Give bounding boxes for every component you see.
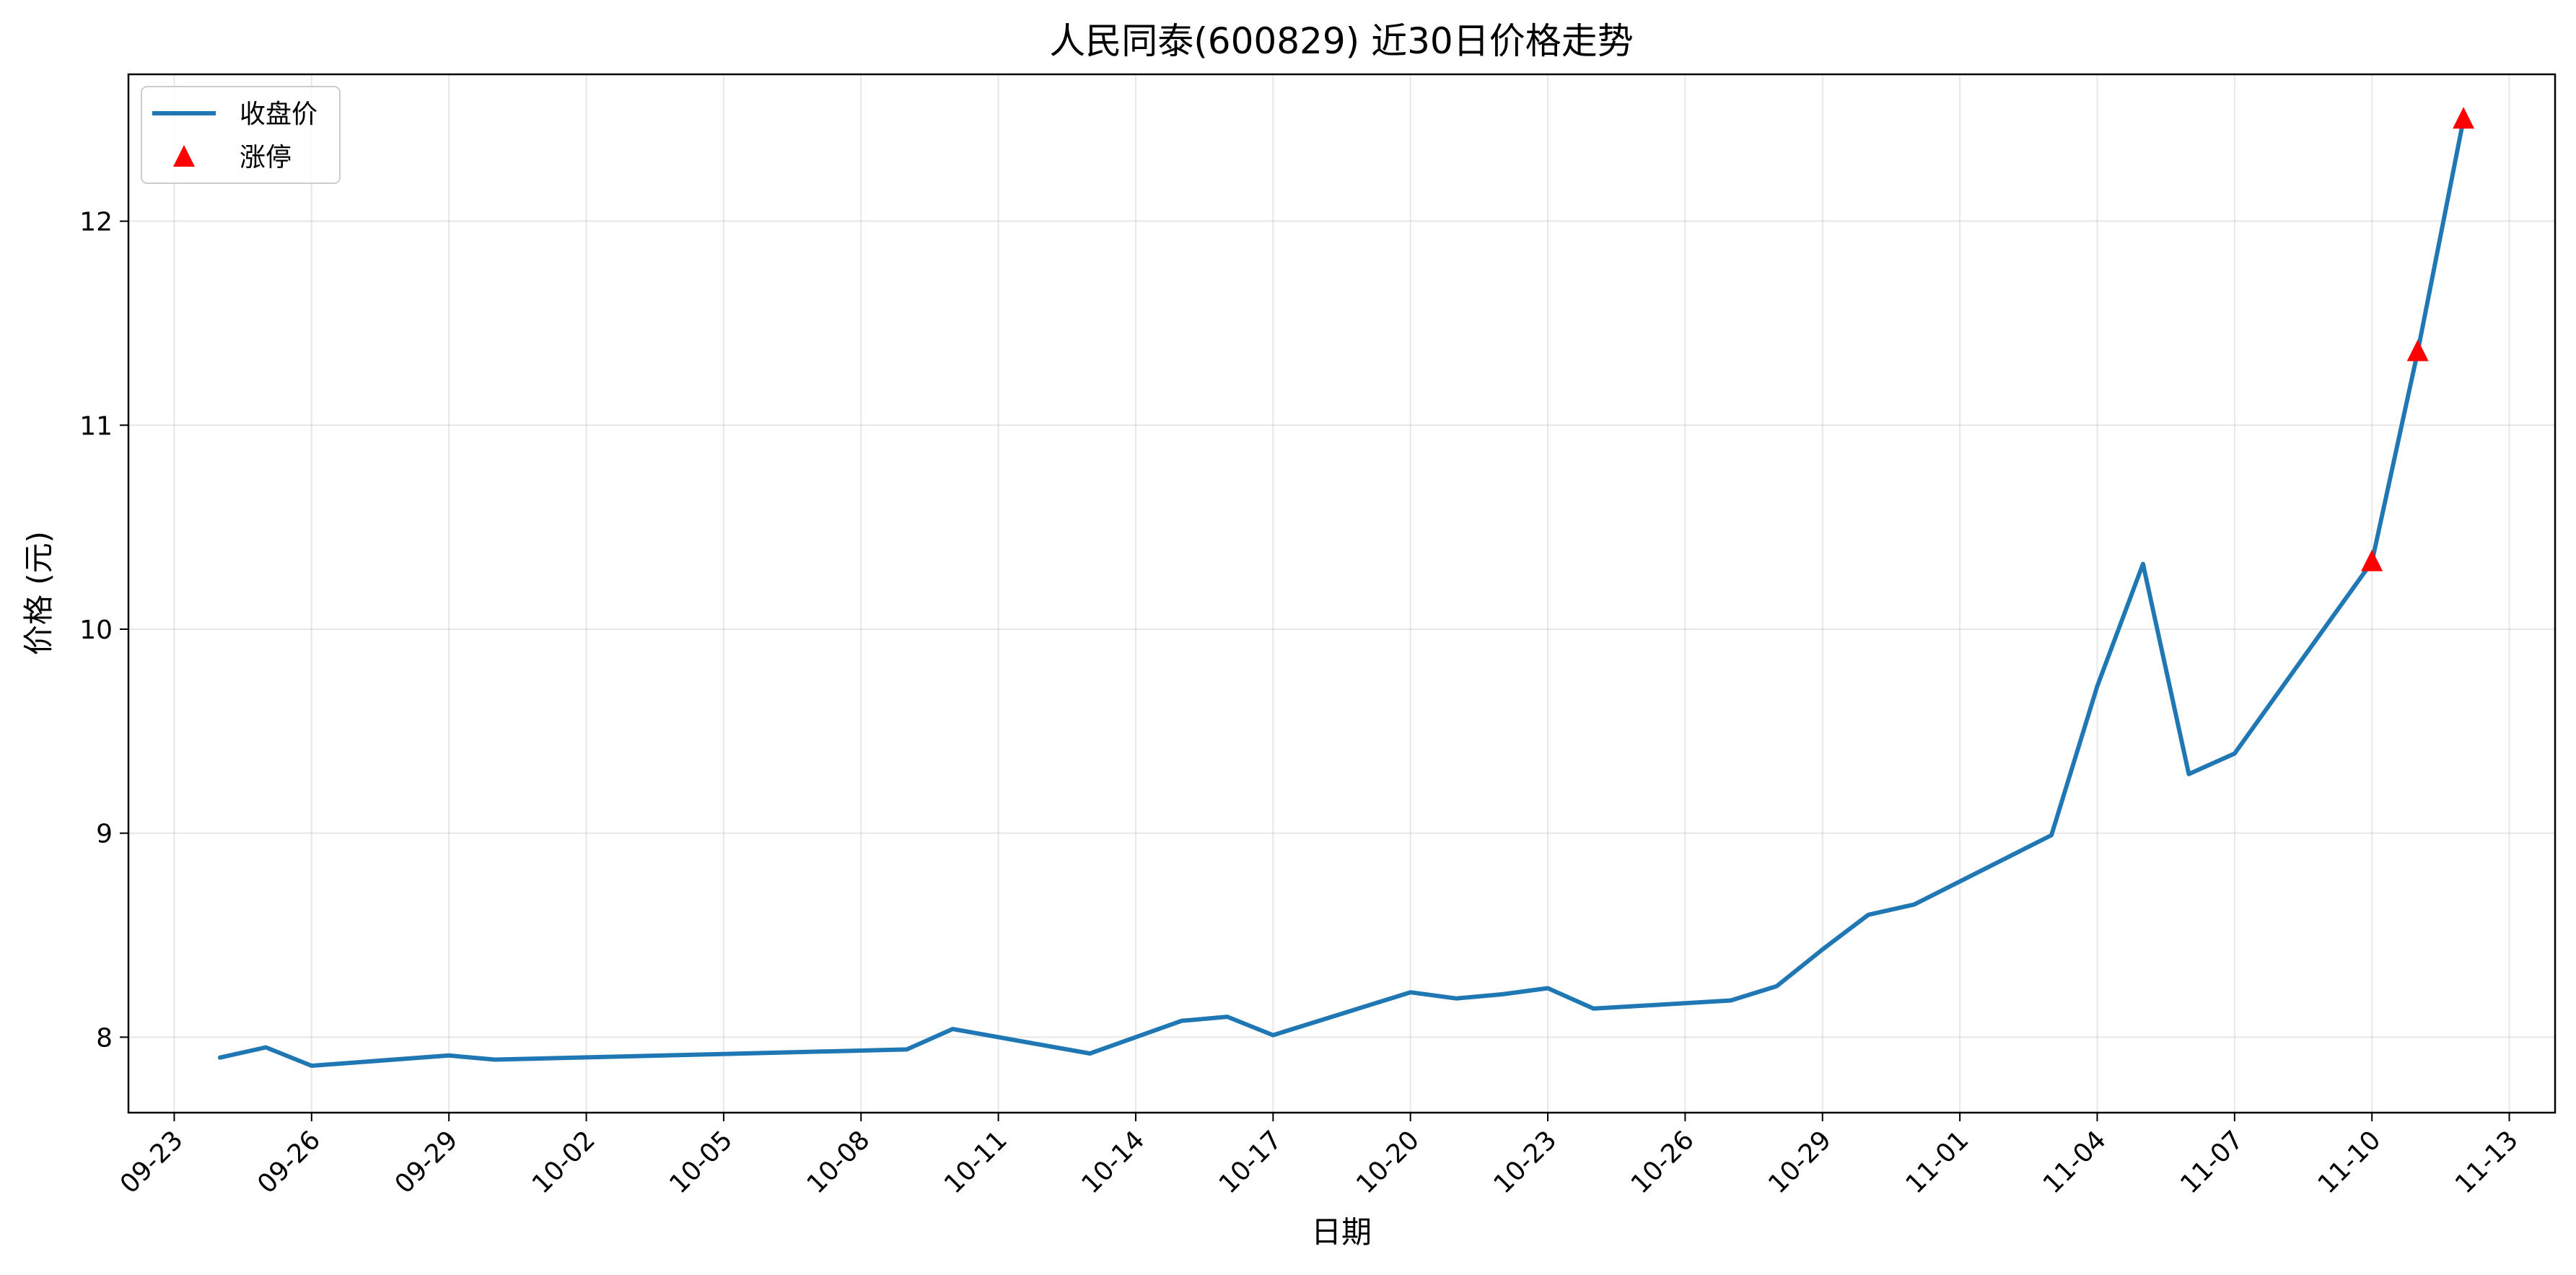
x-tick-label: 10-20 xyxy=(1351,1125,1425,1199)
x-tick-label: 11-07 xyxy=(2175,1125,2249,1199)
limit-up-marker xyxy=(2361,549,2383,571)
limit-up-marker xyxy=(2406,339,2429,362)
legend-label-close: 收盘价 xyxy=(240,100,317,129)
close-price-line xyxy=(217,117,2466,1068)
plot-frame xyxy=(127,73,2557,1114)
x-tick-label: 11-04 xyxy=(2038,1125,2112,1199)
x-tick-label: 09-29 xyxy=(390,1125,464,1199)
legend-triangle-swatch xyxy=(173,145,195,167)
x-tick-label: 11-10 xyxy=(2313,1125,2387,1199)
y-tick-label: 11 xyxy=(79,411,113,441)
x-tick-label: 10-29 xyxy=(1763,1125,1837,1199)
x-tick-label: 10-17 xyxy=(1214,1125,1288,1199)
x-tick-label: 10-02 xyxy=(527,1125,601,1199)
y-tick-label: 8 xyxy=(96,1023,113,1053)
x-tick-label: 11-13 xyxy=(2450,1125,2524,1199)
x-tick-label: 10-23 xyxy=(1488,1125,1562,1199)
x-axis-title: 日期 xyxy=(1311,1214,1372,1250)
tick-layer: 09-23 09-26 09-29 10-02 10-05 10-08 10-11 10-14… xyxy=(79,208,2524,1200)
chart-title: 人民同泰(600829) 近30日价格走势 xyxy=(1049,20,1633,62)
grid-layer xyxy=(128,74,2555,1113)
x-tick-label: 10-26 xyxy=(1626,1125,1700,1199)
y-tick-label: 12 xyxy=(79,208,113,237)
legend: 收盘价 涨停 xyxy=(141,86,341,184)
x-tick-label: 11-01 xyxy=(1901,1125,1975,1199)
legend-label-limit-up: 涨停 xyxy=(240,143,292,172)
y-axis-title: 价格 (元) xyxy=(21,531,56,655)
x-tick-label: 09-26 xyxy=(252,1125,326,1199)
series-layer xyxy=(217,107,2475,1068)
limit-up-marker xyxy=(2453,107,2475,129)
x-tick-label: 10-08 xyxy=(802,1125,876,1199)
x-tick-label: 09-23 xyxy=(115,1125,189,1199)
y-tick-label: 9 xyxy=(96,820,113,849)
x-tick-label: 10-14 xyxy=(1076,1125,1150,1199)
y-tick-label: 10 xyxy=(79,615,113,645)
x-tick-label: 10-05 xyxy=(664,1125,738,1199)
x-tick-label: 10-11 xyxy=(939,1125,1013,1199)
